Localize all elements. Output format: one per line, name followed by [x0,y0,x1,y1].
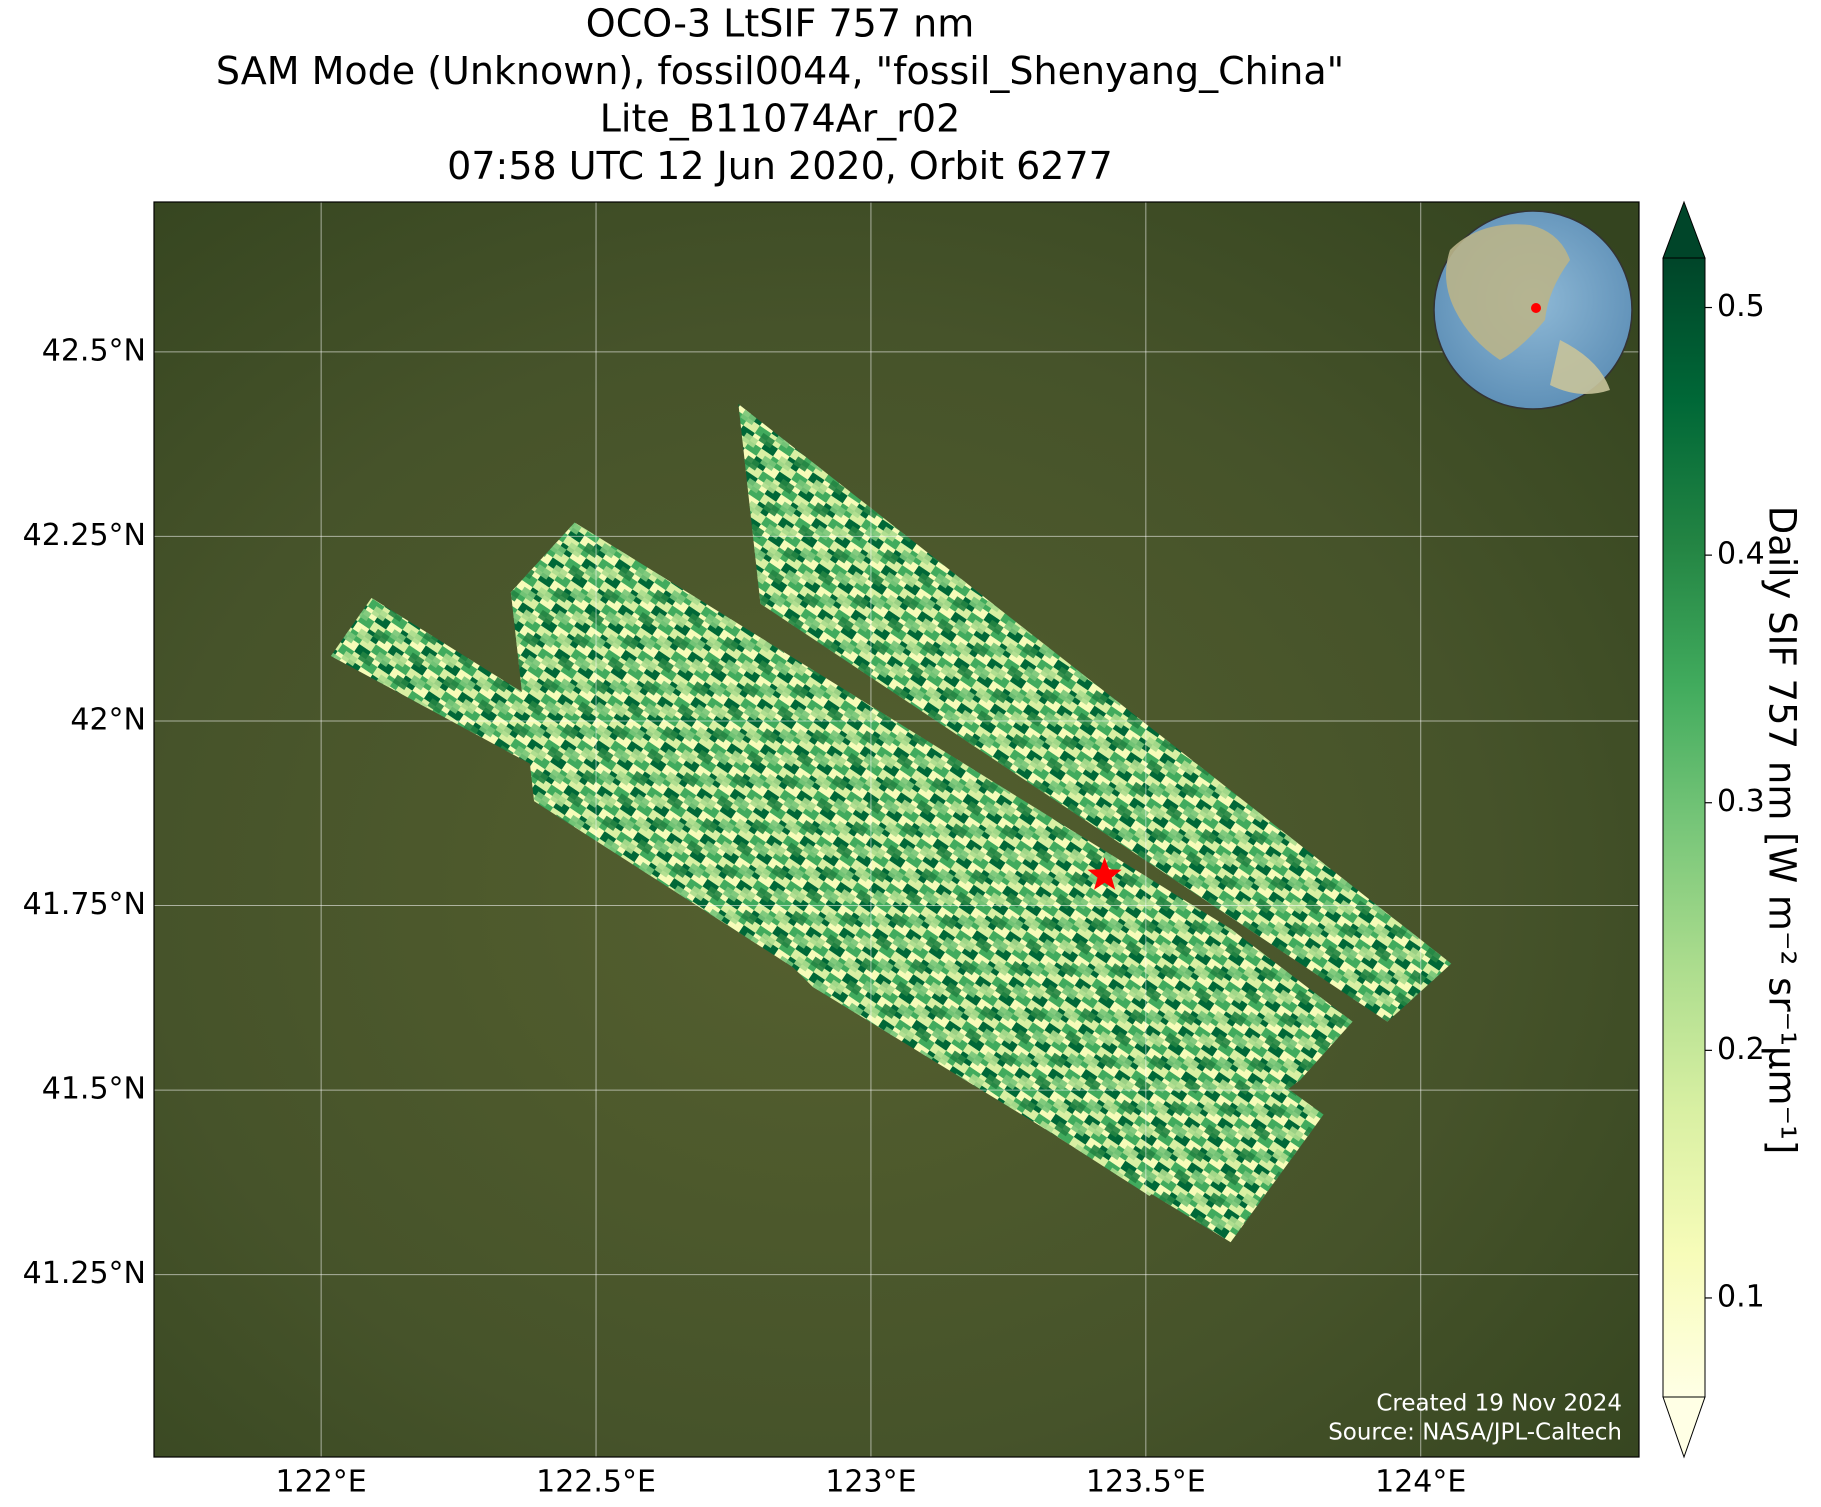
chart-title: SAM Mode (Unknown), fossil0044, "fossil_… [216,49,1344,93]
x-tick-label: 122.5°E [536,1465,656,1500]
swath-cells [738,404,1452,1022]
chart-title: 07:58 UTC 12 Jun 2020, Orbit 6277 [447,144,1113,188]
y-tick-label: 41.25°N [23,1256,146,1291]
target-star [1087,857,1122,890]
chart-title: OCO-3 LtSIF 757 nm [586,2,974,46]
colorbar-tick-label: 0.5 [1717,289,1765,324]
colorbar-extend-top [1662,200,1706,259]
colorbar-tick-label: 0.3 [1717,784,1765,819]
globe-target [1531,303,1541,313]
inset-globe [1433,210,1633,410]
map-frame [153,201,1640,1458]
y-tick-label: 41.75°N [23,887,146,922]
y-tick-label: 42.5°N [42,333,146,368]
x-tick-label: 123°E [825,1465,916,1500]
x-tick-label: 122°E [276,1465,367,1500]
colorbar-tick-label: 0.2 [1717,1032,1765,1067]
credit: Created 19 Nov 2024 [1376,1391,1622,1417]
colorbar-label: Daily SIF 757 nm [W m⁻² sr⁻¹μm⁻¹] [1761,506,1804,1155]
y-tick-label: 42°N [70,702,146,737]
colorbar-tick-label: 0.4 [1717,537,1765,572]
colorbar-tick-label: 0.1 [1717,1279,1765,1314]
y-tick-label: 41.5°N [42,1072,146,1107]
colorbar-extend-bottom [1662,1396,1706,1459]
colorbar [1662,257,1706,1398]
x-tick-label: 124°E [1375,1465,1466,1500]
chart-title: Lite_B11074Ar_r02 [600,97,961,141]
y-tick-label: 42.25°N [23,518,146,553]
credit: Source: NASA/JPL-Caltech [1328,1420,1622,1446]
x-tick-label: 123.5°E [1086,1465,1206,1500]
